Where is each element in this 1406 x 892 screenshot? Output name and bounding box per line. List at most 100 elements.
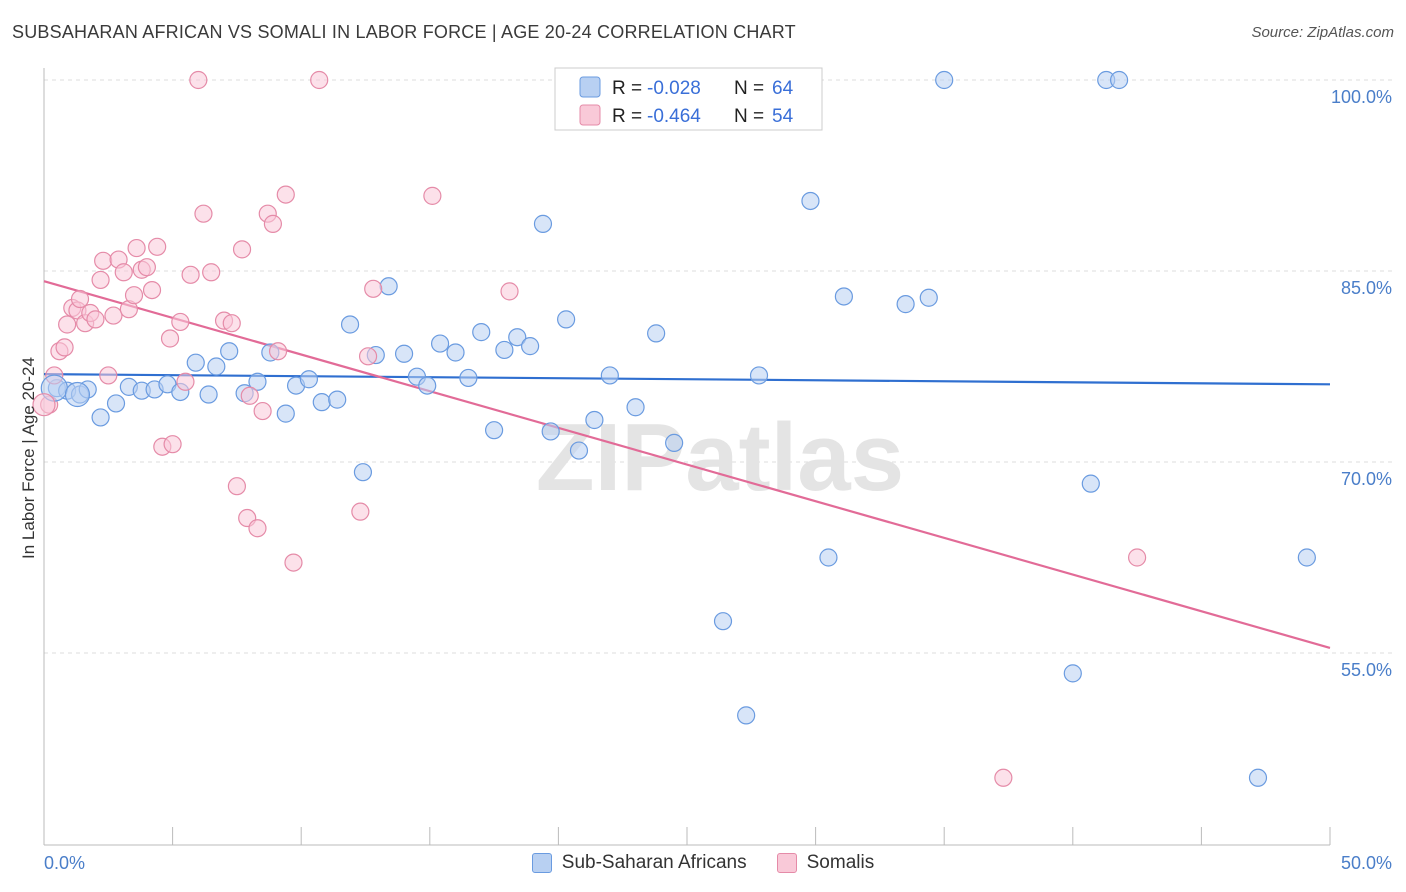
blue-point-31 — [446, 343, 465, 362]
trend-line-0 — [43, 373, 1331, 386]
y-axis-label: In Labor Force | Age 20-24 — [19, 357, 38, 559]
blue-point-21 — [312, 393, 331, 412]
blue-point-18 — [276, 404, 295, 423]
blue-point-40 — [557, 310, 576, 329]
legend-r-label-1: R = — [612, 106, 642, 127]
pink-point-53 — [1127, 548, 1147, 567]
blue-point-37 — [521, 337, 540, 356]
legend-r-value-0: -0.028 — [647, 78, 701, 99]
blue-point-43 — [600, 366, 619, 385]
blue-point-59 — [1109, 70, 1129, 90]
y-tick-label-1: 70.0% — [1341, 469, 1392, 489]
pink-point-39 — [248, 519, 267, 538]
y-tick-label-0: 55.0% — [1341, 660, 1392, 680]
pink-point-35 — [227, 477, 246, 496]
pink-swatch-icon — [776, 853, 797, 873]
legend-swatch-0 — [579, 76, 601, 98]
blue-point-38 — [533, 214, 553, 233]
pink-point-14 — [104, 306, 123, 325]
pink-point-38 — [240, 386, 259, 405]
blue-point-34 — [485, 421, 504, 440]
pink-point-34 — [222, 314, 241, 333]
blue-point-13 — [207, 357, 226, 376]
trend-lines — [43, 280, 1331, 649]
x-tick-label-0: 0.0% — [44, 853, 85, 873]
blue-point-30 — [430, 334, 450, 353]
blue-point-45 — [647, 324, 666, 343]
pink-point-49 — [364, 279, 383, 298]
blue-point-50 — [801, 191, 820, 211]
legend-box: R = -0.028 N = 64 R = -0.464 N = 54 — [554, 67, 823, 131]
pink-point-40 — [253, 401, 272, 421]
pink-point-36 — [232, 240, 252, 259]
pink-point-43 — [268, 342, 288, 361]
blue-point-14 — [220, 342, 239, 361]
tick-labels: 55.0% 70.0% 85.0% 100.0% 0.0% 50.0% — [44, 87, 1392, 873]
pink-point-29 — [181, 265, 200, 284]
blue-point-12 — [199, 385, 218, 404]
legend-swatch-1 — [579, 104, 601, 126]
pink-point-28 — [176, 372, 195, 391]
blue-point-5 — [106, 394, 126, 413]
blue-point-29 — [418, 376, 437, 395]
pink-point-51 — [500, 282, 519, 301]
data-points — [32, 70, 1316, 787]
pink-point-47 — [351, 502, 370, 521]
x-tick-label-1: 50.0% — [1341, 853, 1392, 873]
y-tick-label-2: 85.0% — [1341, 278, 1392, 298]
pink-point-22 — [142, 281, 162, 300]
legend-label-somalis: Somalis — [806, 852, 875, 873]
blue-point-20 — [299, 370, 319, 389]
pink-point-26 — [163, 435, 182, 454]
blue-point-11 — [186, 353, 205, 372]
blue-point-41 — [569, 441, 589, 460]
gridlines — [44, 79, 1392, 654]
pink-point-42 — [263, 214, 283, 233]
pink-point-16 — [114, 263, 133, 282]
y-tick-label-3: 100.0% — [1331, 87, 1392, 107]
pink-point-21 — [137, 258, 156, 277]
blue-point-42 — [585, 410, 604, 430]
blue-point-44 — [626, 398, 645, 417]
pink-point-23 — [148, 237, 167, 256]
blue-point-57 — [1081, 474, 1100, 493]
blue-point-16 — [248, 372, 267, 391]
legend-n-value-0: 64 — [772, 78, 794, 99]
blue-point-60 — [1248, 768, 1268, 787]
legend-r-label-0: R = — [612, 78, 642, 99]
pink-point-46 — [310, 70, 329, 90]
bottom-legend: Sub-Saharan Africans Somalis — [0, 852, 1406, 874]
legend-n-value-1: 54 — [772, 106, 794, 127]
blue-point-48 — [749, 366, 769, 385]
blue-point-4 — [91, 408, 110, 427]
blue-point-47 — [713, 612, 733, 631]
legend-n-label-1: N = — [734, 106, 764, 127]
pink-point-3 — [55, 338, 74, 357]
blue-point-53 — [896, 295, 915, 314]
source-label: Source: ZipAtlas.com — [1251, 24, 1394, 41]
blue-point-46 — [665, 433, 684, 452]
pink-point-18 — [124, 286, 144, 305]
pink-point-52 — [994, 768, 1013, 787]
blue-swatch-icon — [531, 853, 552, 873]
pink-point-50 — [423, 186, 442, 205]
legend-item-somalis[interactable]: Somalis — [776, 852, 875, 874]
blue-point-33 — [472, 323, 491, 342]
pink-point-25 — [160, 329, 180, 348]
pink-point-4 — [58, 315, 77, 334]
pink-point-7 — [70, 289, 90, 309]
blue-point-49 — [737, 706, 756, 725]
blue-point-39 — [541, 422, 560, 441]
blue-point-32 — [459, 368, 478, 388]
legend-label-sub-saharan: Sub-Saharan Africans — [561, 852, 747, 873]
pink-point-48 — [358, 347, 378, 366]
legend-item-sub-saharan[interactable]: Sub-Saharan Africans — [531, 852, 747, 874]
pink-point-44 — [276, 185, 295, 204]
pink-point-13 — [99, 366, 118, 385]
blue-point-24 — [353, 463, 373, 482]
pink-point-27 — [171, 312, 190, 332]
blue-point-54 — [919, 288, 938, 307]
pink-point-32 — [202, 263, 221, 282]
blue-point-55 — [935, 70, 954, 90]
